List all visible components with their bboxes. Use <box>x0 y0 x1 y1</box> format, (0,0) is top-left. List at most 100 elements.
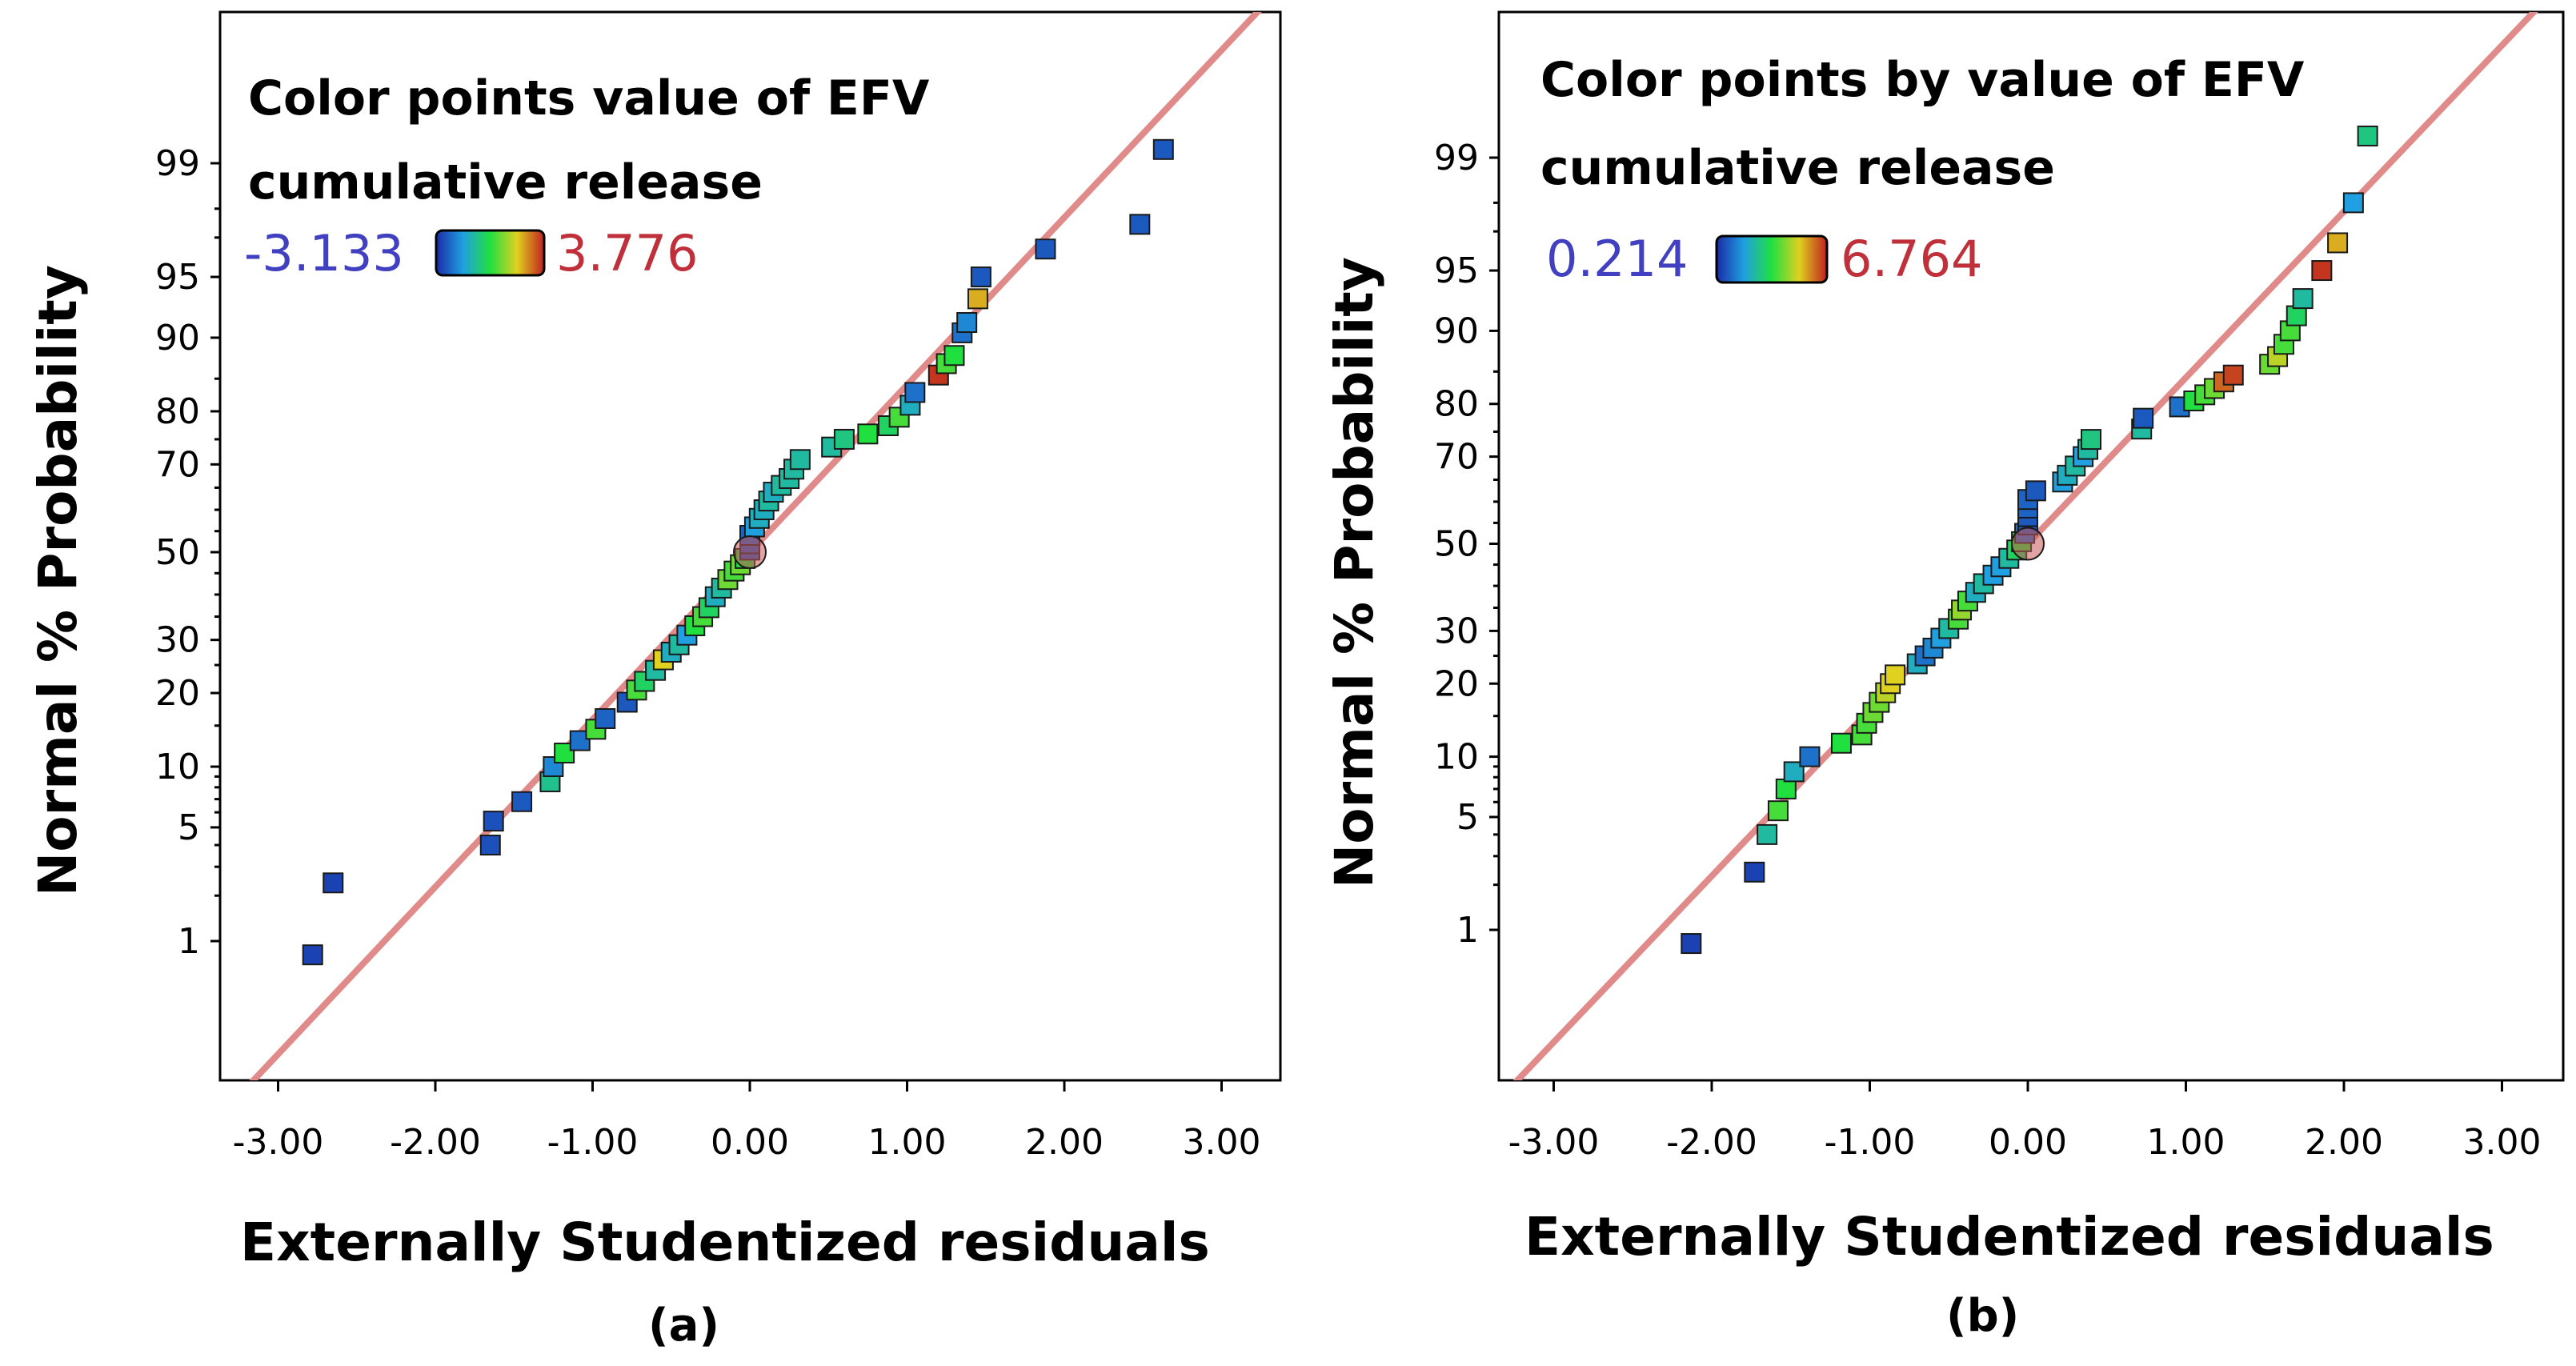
y-tick-label: 80 <box>155 391 200 432</box>
data-point <box>2357 125 2378 146</box>
y-tick-label: 70 <box>1434 437 1479 478</box>
data-point <box>2133 407 2154 429</box>
x-tick-label: 2.00 <box>2305 1122 2383 1163</box>
data-point <box>1799 746 1821 767</box>
legend-min-label-a: -3.133 <box>244 224 404 282</box>
legend-title-line2-b: cumulative release <box>1540 140 2055 196</box>
data-point <box>2286 305 2307 326</box>
data-point <box>970 266 992 288</box>
y-tick-label: 1 <box>178 921 200 962</box>
data-point <box>543 756 564 778</box>
panel-label-a: (a) <box>648 1300 719 1352</box>
data-point <box>1830 732 1852 754</box>
data-point <box>1035 238 1056 260</box>
points-b <box>1681 125 2378 955</box>
x-ticks-b: -3.00 -2.00 -1.00 0.00 1.00 2.00 3.00 <box>1508 1080 2541 1163</box>
data-point <box>483 811 504 832</box>
data-point <box>2327 232 2349 254</box>
y-axis-title-a: Normal % Probability <box>27 265 89 896</box>
y-tick-label: 50 <box>155 532 200 573</box>
data-point <box>595 707 616 729</box>
x-tick-label: -3.00 <box>1508 1122 1600 1163</box>
y-tick-label: 20 <box>155 673 200 714</box>
reference-line-a <box>249 12 1262 1080</box>
y-tick-label: 5 <box>178 807 200 848</box>
y-tick-label: 70 <box>155 444 200 485</box>
data-point <box>1885 664 1906 686</box>
x-ticks-a: -3.00 -2.00 -1.00 0.00 1.00 2.00 3.00 <box>233 1080 1261 1163</box>
data-point <box>302 944 323 966</box>
data-point <box>904 382 926 403</box>
data-point <box>1152 138 1174 160</box>
panel-b: 1 5 10 20 30 50 70 80 90 95 99 -3.00 -2.00 -1.00 0.00… <box>1324 10 2565 1342</box>
points-a <box>302 138 1174 966</box>
data-point <box>833 428 855 450</box>
legend-title-line1-a: Color points value of EFV <box>248 70 930 126</box>
x-tick-label: -2.00 <box>1666 1122 1757 1163</box>
data-point <box>1757 823 1778 845</box>
y-tick-label: 90 <box>1434 310 1479 351</box>
y-axis-title-b: Normal % Probability <box>1324 257 1385 888</box>
data-point <box>789 449 811 471</box>
x-tick-label: 0.00 <box>711 1122 789 1163</box>
data-point <box>956 312 978 334</box>
y-tick-label: 1 <box>1456 910 1479 951</box>
colorbar-a <box>435 229 546 277</box>
data-point <box>479 835 501 856</box>
data-point <box>2222 364 2244 386</box>
data-point <box>1767 800 1789 822</box>
data-point <box>1775 778 1797 799</box>
data-point <box>2025 480 2046 502</box>
y-tick-label: 20 <box>1434 663 1479 704</box>
y-tick-label: 50 <box>1434 524 1479 565</box>
x-tick-label: 3.00 <box>1183 1122 1261 1163</box>
y-tick-label: 90 <box>155 318 200 359</box>
legend-max-label-a: 3.776 <box>556 224 699 282</box>
x-tick-label: 1.00 <box>868 1122 947 1163</box>
colorbar-b <box>1715 234 1829 284</box>
y-tick-label: 30 <box>155 620 200 661</box>
data-point <box>1744 861 1765 883</box>
data-point <box>2081 429 2101 451</box>
x-tick-label: 1.00 <box>2147 1122 2225 1163</box>
y-tick-label: 30 <box>1434 611 1479 651</box>
x-axis-title-a: Externally Studentized residuals <box>240 1212 1210 1273</box>
x-tick-label: 0.00 <box>1989 1122 2067 1163</box>
panel-label-b: (b) <box>1946 1290 2019 1342</box>
y-tick-label: 99 <box>155 143 200 184</box>
y-ticks-b: 1 5 10 20 30 50 70 80 90 95 99 <box>1434 138 1499 951</box>
x-tick-label: 2.00 <box>1025 1122 1104 1163</box>
center-marker <box>2011 527 2045 561</box>
data-point <box>2311 260 2333 282</box>
y-tick-label: 80 <box>1434 384 1479 425</box>
data-point <box>1681 933 1702 955</box>
x-tick-label: -3.00 <box>233 1122 324 1163</box>
panel-a: 1 5 10 20 30 50 70 80 90 95 99 -3.00 -2.00 -1.00 0.00… <box>27 10 1282 1352</box>
data-point <box>857 423 879 445</box>
legend-max-label-b: 6.764 <box>1841 230 1983 288</box>
y-tick-label: 95 <box>1434 250 1479 291</box>
data-point <box>967 288 988 310</box>
y-tick-label: 99 <box>1434 138 1479 178</box>
y-tick-label: 10 <box>1434 737 1479 778</box>
x-tick-label: -1.00 <box>547 1122 639 1163</box>
x-tick-label: -2.00 <box>390 1122 481 1163</box>
data-point <box>323 872 344 894</box>
legend-title-line1-b: Color points by value of EFV <box>1540 52 2305 108</box>
data-point <box>943 345 965 367</box>
data-point <box>1129 214 1151 235</box>
y-tick-label: 10 <box>155 747 200 787</box>
y-tick-label: 95 <box>155 257 200 298</box>
y-ticks-a: 1 5 10 20 30 50 70 80 90 95 99 <box>155 143 220 962</box>
y-tick-label: 5 <box>1456 797 1479 838</box>
data-point <box>2292 288 2314 310</box>
center-marker <box>733 535 767 569</box>
legend-title-line2-a: cumulative release <box>248 154 763 210</box>
data-point <box>511 791 533 812</box>
x-tick-label: -1.00 <box>1825 1122 1916 1163</box>
x-axis-title-b: Externally Studentized residuals <box>1524 1206 2494 1268</box>
legend-min-label-b: 0.214 <box>1546 230 1689 288</box>
data-point <box>2342 192 2364 214</box>
reference-line-b <box>1512 12 2538 1080</box>
